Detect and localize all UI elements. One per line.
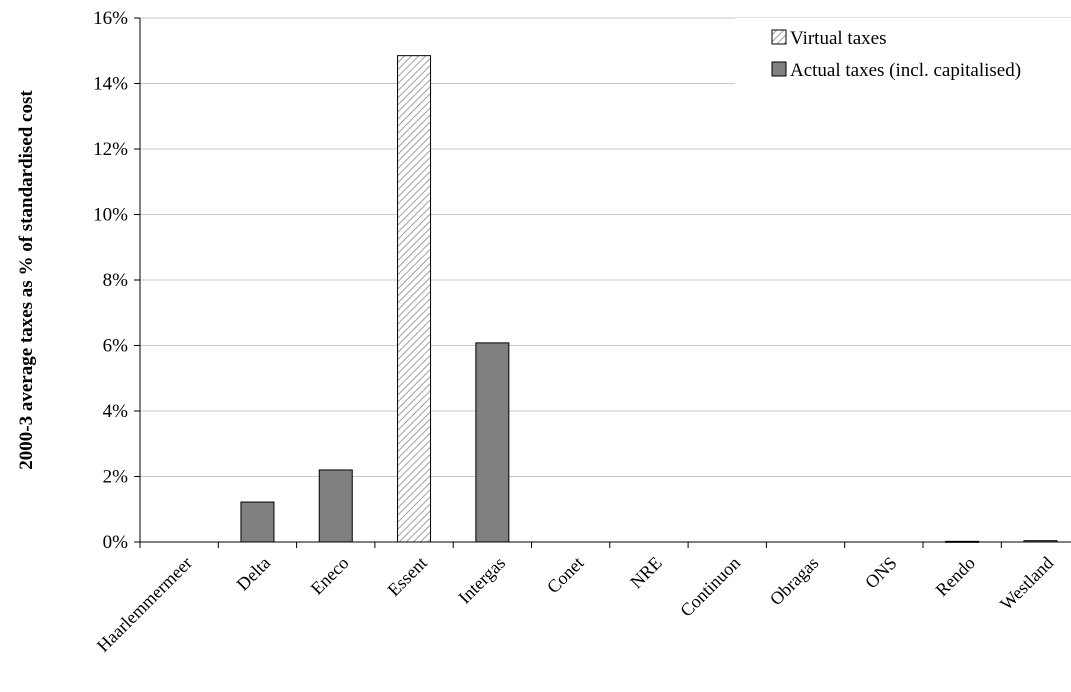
- category-label: Continuon: [676, 553, 744, 621]
- axis-labels: 0% 2% 4% 6% 8% 10% 12% 14% 16% Haarlemmermeer Delt…: [16, 8, 1057, 656]
- y-axis-title: 2000-3 average taxes as % of standardise…: [16, 90, 37, 470]
- y-tick-label: 12%: [93, 139, 128, 160]
- bar: [945, 540, 980, 543]
- bar: [475, 342, 510, 543]
- category-label: Conet: [543, 553, 588, 598]
- y-tick-label: 6%: [103, 336, 129, 357]
- category-label: Rendo: [932, 553, 979, 600]
- bar: [397, 55, 432, 543]
- y-tick-label: 4%: [103, 401, 129, 422]
- category-label: NRE: [626, 553, 666, 593]
- y-tick-label: 14%: [93, 74, 128, 95]
- legend: Virtual taxes Actual taxes (incl. capital…: [735, 18, 1071, 98]
- bars: [240, 55, 1058, 543]
- y-tick-label: 0%: [103, 532, 129, 553]
- category-label: Delta: [233, 553, 275, 595]
- bar: [318, 469, 353, 543]
- category-label: Intergas: [454, 553, 509, 608]
- category-label: ONS: [861, 553, 901, 593]
- category-label: Eneco: [307, 553, 353, 599]
- legend-label: Actual taxes (incl. capitalised): [790, 60, 1021, 81]
- legend-swatch: [771, 61, 787, 77]
- y-tick-label: 8%: [103, 270, 129, 291]
- category-label: Obragas: [766, 553, 823, 610]
- y-tick-label: 2%: [103, 467, 129, 488]
- category-label: Westland: [996, 553, 1057, 614]
- y-tick-label: 10%: [93, 205, 128, 226]
- bar: [1023, 540, 1058, 543]
- legend-swatch: [771, 29, 787, 45]
- axes: [134, 17, 1071, 548]
- legend-background: [735, 18, 1071, 98]
- category-label: Haarlemmermeer: [93, 553, 196, 656]
- legend-label: Virtual taxes: [790, 28, 886, 49]
- y-tick-label: 16%: [93, 8, 128, 29]
- gridlines: [140, 17, 1071, 477]
- bar: [240, 501, 275, 543]
- category-label: Essent: [384, 553, 431, 600]
